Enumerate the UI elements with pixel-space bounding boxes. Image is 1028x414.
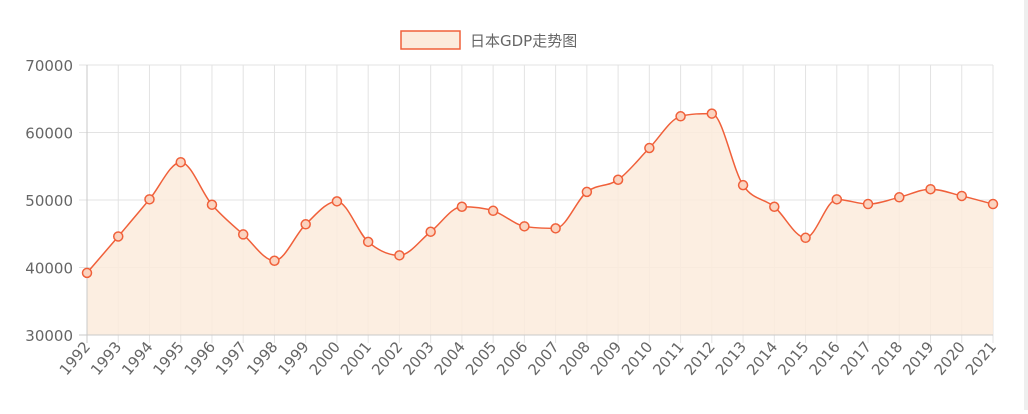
x-tick-label: 2008 [556, 338, 594, 379]
data-point-1997[interactable] [237, 229, 249, 240]
data-point-2017[interactable] [862, 198, 874, 210]
x-tick-label: 1997 [212, 338, 250, 379]
data-point-2005[interactable] [487, 205, 499, 217]
data-point-1995[interactable] [175, 156, 186, 168]
x-tick-label: 2002 [368, 338, 406, 379]
x-tick-label: 2013 [712, 338, 750, 379]
x-tick-label: 2007 [524, 338, 562, 379]
data-point-1996[interactable] [206, 199, 218, 210]
x-tick-label: 2010 [618, 338, 656, 379]
x-tick-label: 2021 [962, 338, 1000, 379]
data-point-2012[interactable] [706, 108, 718, 119]
x-tick-label: 2016 [806, 338, 844, 379]
data-point-2008[interactable] [581, 186, 593, 198]
area-fill [87, 113, 993, 335]
data-point-2016[interactable] [831, 194, 843, 205]
data-point-2014[interactable] [769, 201, 780, 212]
series-area [87, 113, 993, 335]
data-point-2021[interactable] [987, 198, 999, 210]
y-tick-label: 70000 [25, 57, 73, 75]
x-tick-label: 1998 [243, 338, 281, 379]
x-tick-label: 2018 [868, 338, 906, 379]
y-tick-label: 40000 [25, 260, 73, 278]
data-point-2004[interactable] [456, 201, 468, 212]
x-tick-label: 2019 [899, 338, 937, 379]
data-point-1992[interactable] [81, 267, 93, 279]
x-tick-label: 1999 [274, 338, 312, 379]
data-point-1993[interactable] [112, 231, 124, 242]
data-point-2010[interactable] [644, 142, 655, 154]
data-point-2015[interactable] [800, 232, 811, 244]
legend-label[interactable]: 日本GDP走势图 [470, 32, 577, 50]
x-tick-label: 1993 [87, 338, 125, 379]
x-tick-label: 2000 [306, 338, 344, 379]
x-tick-label: 2012 [681, 338, 719, 379]
x-tick-label: 2009 [587, 338, 625, 379]
x-tick-label: 2017 [837, 338, 875, 379]
legend[interactable]: 日本GDP走势图 [400, 30, 577, 50]
data-point-2011[interactable] [675, 111, 686, 122]
y-tick-label: 60000 [25, 125, 73, 143]
data-point-2009[interactable] [612, 174, 624, 185]
x-tick-label: 1996 [181, 338, 219, 379]
data-point-2018[interactable] [894, 192, 905, 203]
data-point-2002[interactable] [394, 250, 405, 261]
data-points [81, 108, 999, 279]
x-tick-label: 2015 [774, 338, 812, 379]
data-point-2003[interactable] [425, 226, 436, 237]
data-point-2001[interactable] [362, 236, 374, 248]
data-point-2006[interactable] [519, 221, 530, 232]
x-tick-label: 1995 [149, 338, 187, 379]
data-point-2007[interactable] [550, 223, 561, 234]
x-tick-label: 2020 [930, 338, 968, 379]
x-tick-label: 2004 [431, 338, 469, 379]
data-point-1994[interactable] [144, 194, 155, 205]
x-tick-label: 2003 [399, 338, 437, 379]
data-point-2000[interactable] [331, 196, 343, 207]
x-tick-label: 2006 [493, 338, 531, 379]
y-tick-label: 30000 [25, 327, 73, 345]
x-tick-label: 2011 [649, 338, 687, 379]
data-point-1998[interactable] [269, 255, 280, 266]
legend-swatch[interactable] [400, 30, 461, 50]
x-tick-label: 2014 [743, 338, 781, 379]
data-point-1999[interactable] [300, 219, 311, 230]
x-tick-label: 2001 [337, 338, 375, 379]
x-tick-label: 2005 [462, 338, 500, 379]
y-tick-label: 50000 [25, 192, 73, 210]
data-point-2013[interactable] [737, 179, 749, 191]
x-tick-label: 1994 [118, 338, 156, 379]
data-point-2020[interactable] [956, 190, 968, 202]
page-edge [1024, 0, 1028, 410]
data-point-2019[interactable] [925, 183, 936, 195]
